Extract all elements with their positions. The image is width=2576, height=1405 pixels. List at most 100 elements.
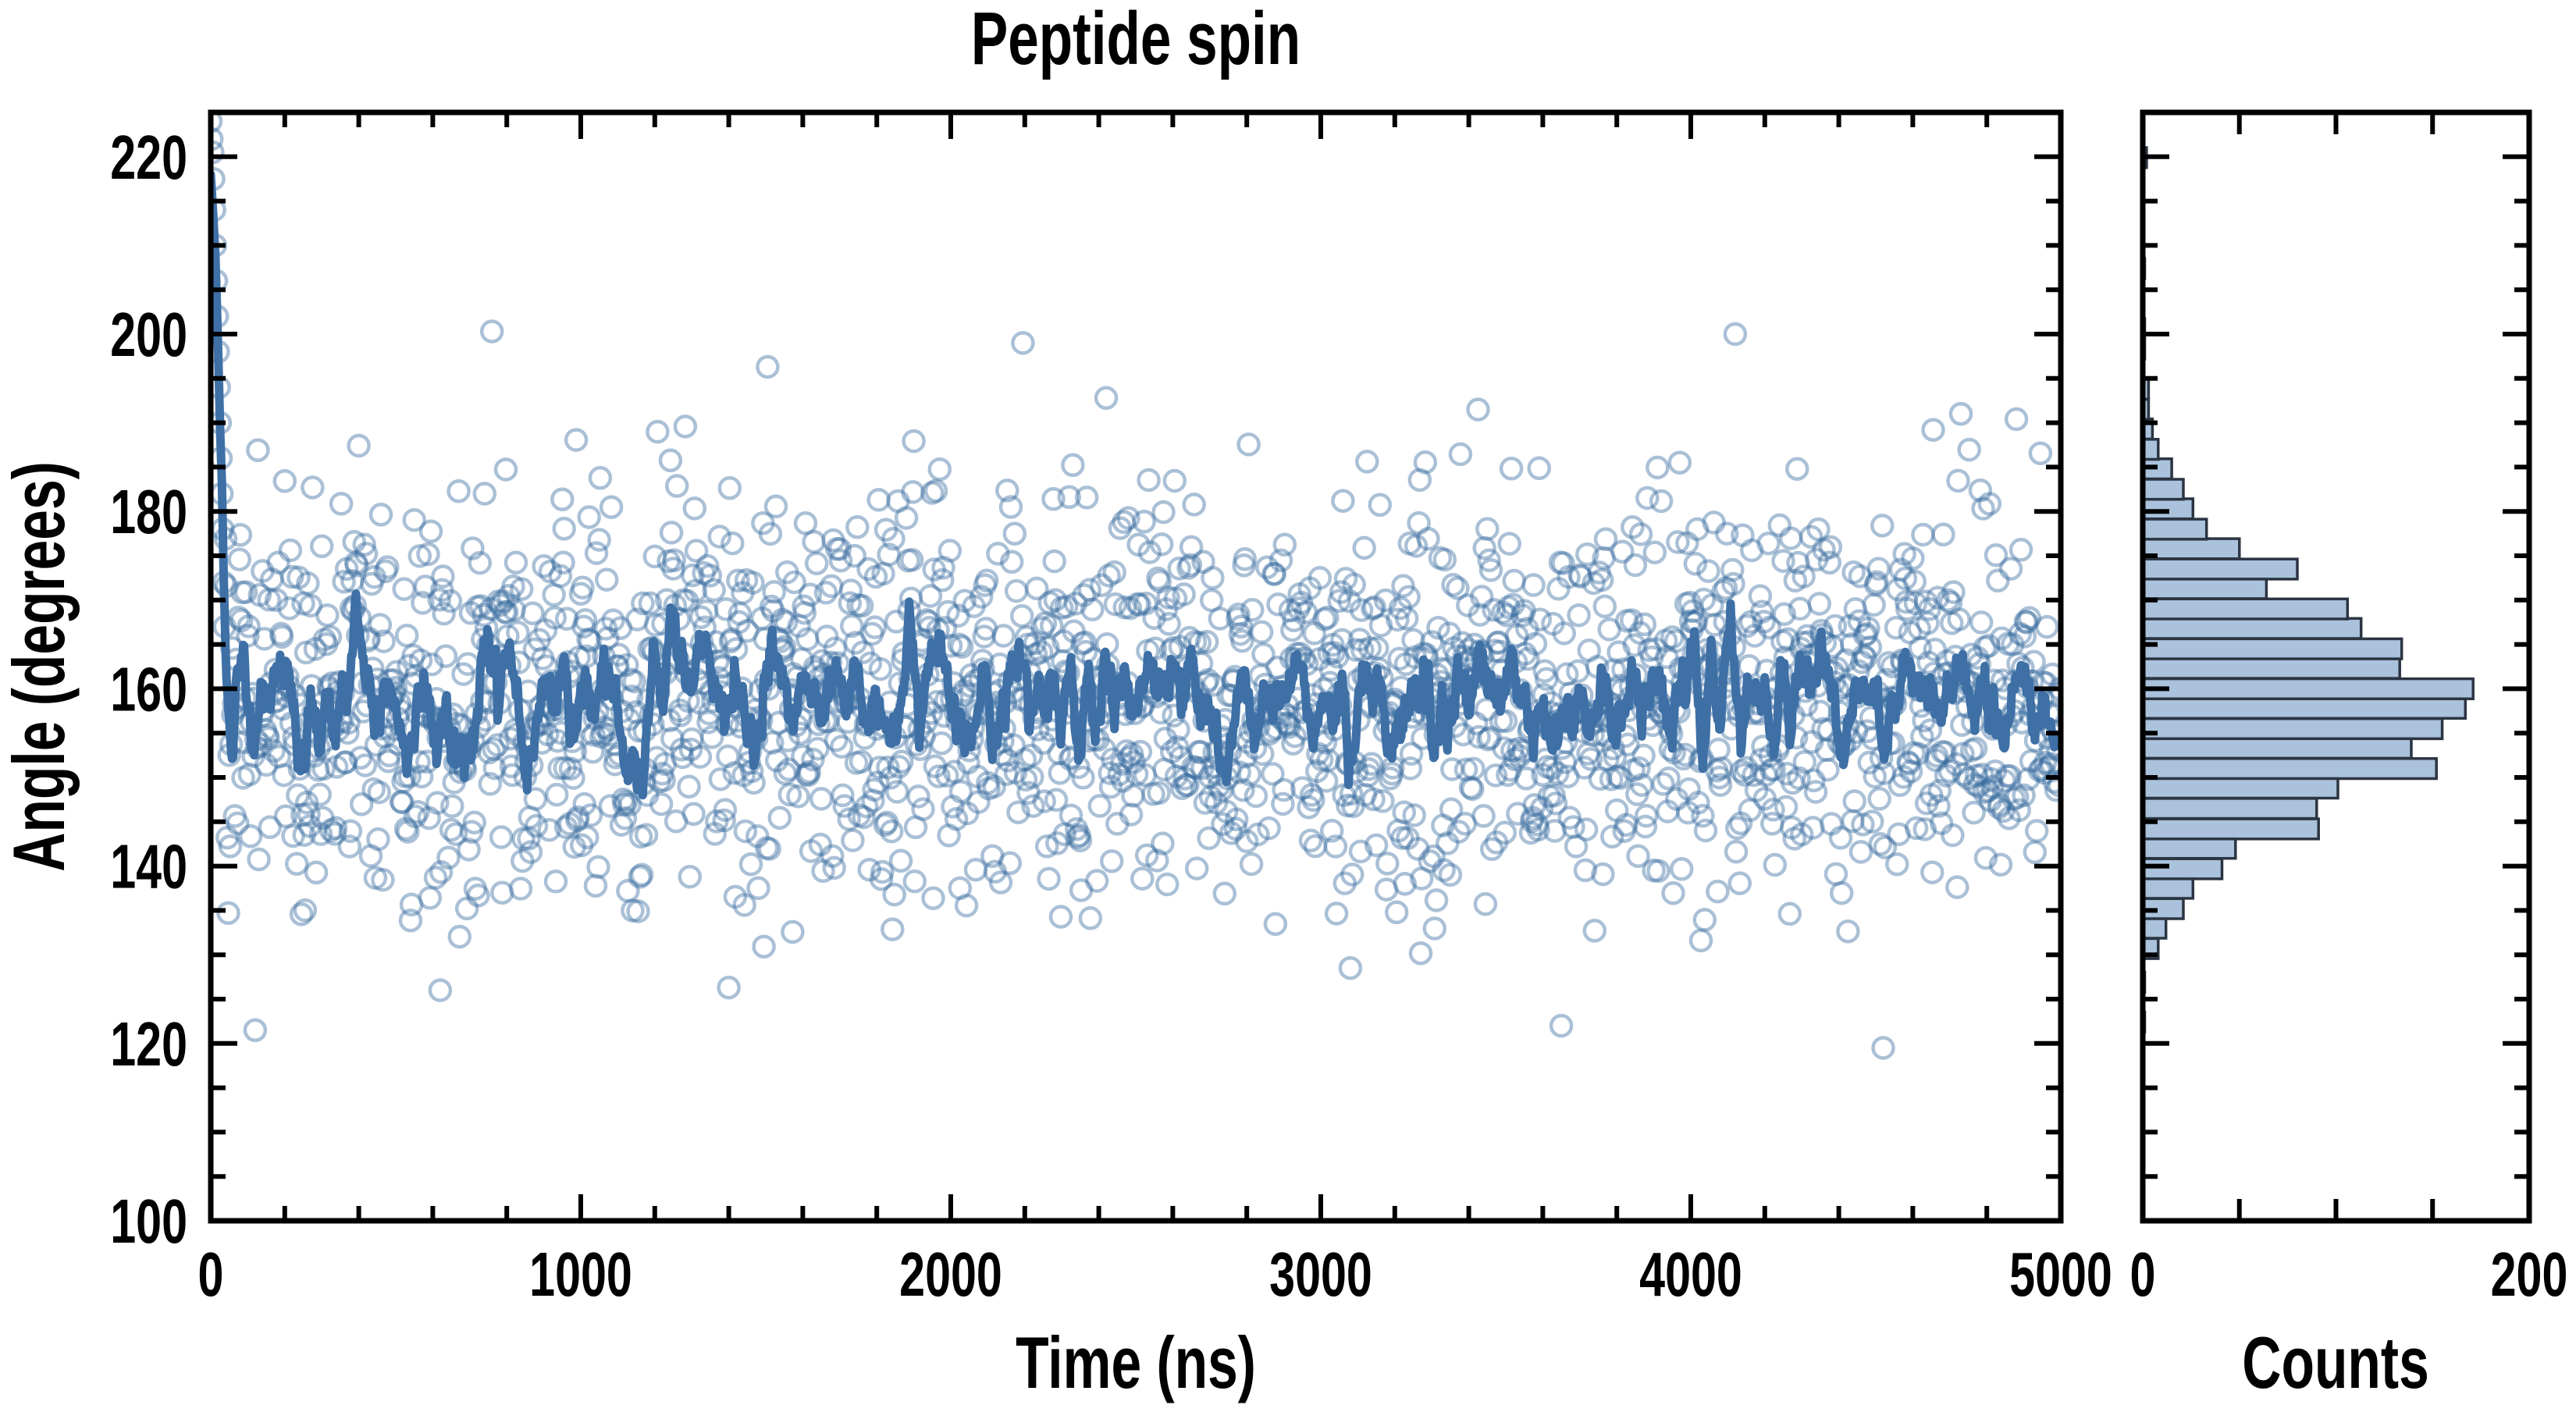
scatter-point: [1212, 881, 1237, 906]
scatter-point: [457, 838, 481, 862]
scatter-point: [845, 515, 870, 539]
scatter-point: [314, 631, 339, 656]
scatter-point: [664, 809, 688, 834]
scatter-point: [650, 761, 674, 786]
scatter-point: [903, 815, 928, 840]
scatter-point: [813, 581, 838, 605]
scatter-point: [882, 882, 906, 907]
scatter-point: [792, 594, 816, 618]
scatter-point: [280, 564, 304, 589]
tick-label: 4000: [1639, 1239, 1742, 1309]
scatter-point: [377, 743, 401, 768]
scatter-point: [303, 637, 328, 661]
scatter-point: [614, 790, 639, 814]
scatter-point: [352, 532, 376, 557]
scatter-point: [1727, 871, 1752, 895]
scatter-point: [264, 588, 289, 612]
scatter-point: [211, 112, 223, 133]
scatter-point: [1391, 574, 1415, 598]
scatter-point: [1209, 777, 1234, 802]
scatter-point: [1407, 510, 1431, 535]
scatter-point: [1251, 642, 1276, 667]
scatter-point: [1009, 603, 1034, 628]
scatter-point: [281, 823, 305, 848]
scatter-point: [532, 554, 556, 578]
scatter-point: [1263, 912, 1288, 937]
histogram-bar: [2143, 916, 2168, 940]
scatter-point: [311, 756, 336, 781]
scatter-point: [2004, 407, 2029, 432]
scatter-point: [966, 764, 990, 789]
scatter-point: [874, 810, 899, 835]
scatter-point: [839, 614, 864, 638]
scatter-point: [1120, 742, 1144, 767]
scatter-point: [948, 876, 973, 901]
scatter-point: [247, 847, 271, 872]
scatter-point: [1044, 788, 1069, 813]
scatter-point: [344, 553, 369, 578]
scatter-point: [599, 495, 624, 519]
scatter-point: [781, 919, 805, 944]
scatter-point: [886, 489, 910, 514]
scatter-point: [1386, 607, 1410, 632]
tick-label: 3000: [1269, 1239, 1372, 1309]
scatter-point: [1348, 839, 1373, 864]
scatter-point: [561, 766, 585, 790]
scatter-point: [1280, 617, 1304, 642]
scatter-point: [1172, 582, 1196, 606]
scatter-point: [1141, 782, 1165, 806]
scatter-point: [243, 1018, 268, 1043]
scatter-point: [977, 776, 1001, 801]
scatter-point: [647, 769, 671, 794]
histogram-bar: [2143, 637, 2403, 660]
scatter-point: [598, 794, 623, 818]
scatter-point: [363, 866, 388, 890]
scatter-point: [231, 766, 255, 790]
scatter-point: [976, 770, 1000, 795]
scatter-point: [1182, 493, 1206, 517]
scatter-point: [656, 549, 681, 574]
scatter-point: [413, 574, 438, 599]
scatter-point: [367, 780, 391, 805]
scatter-point: [1393, 652, 1418, 676]
scatter-point: [1777, 902, 1802, 927]
scatter-point: [746, 876, 770, 901]
scatter-point: [230, 580, 254, 605]
scatter-point: [533, 618, 558, 642]
scatter-point: [552, 517, 576, 541]
scatter-point: [856, 557, 881, 582]
scatter-point: [311, 806, 335, 831]
scatter-point: [762, 580, 786, 604]
scatter-point: [2034, 614, 2059, 639]
scatter-point: [942, 759, 966, 784]
scatter-point: [661, 557, 685, 581]
scatter-point: [1016, 781, 1041, 805]
scatter-point: [416, 542, 440, 567]
scatter-point: [794, 762, 819, 787]
scatter-point: [773, 761, 798, 786]
scatter-point: [1778, 526, 1803, 550]
scatter-point: [583, 873, 608, 898]
scatter-point: [741, 571, 765, 595]
scatter-point: [1201, 673, 1226, 697]
scatter-point: [1297, 576, 1322, 600]
scatter-point: [554, 606, 579, 631]
scatter-point: [829, 735, 854, 759]
scatter-point: [522, 637, 547, 662]
scatter-point: [278, 538, 303, 563]
scatter-point: [465, 595, 489, 619]
histogram-bar: [2143, 817, 2320, 841]
scatter-point: [682, 496, 707, 521]
scatter-point: [575, 825, 600, 849]
scatter-point: [1392, 800, 1416, 824]
scatter-point: [659, 521, 684, 545]
scatter-point: [1233, 745, 1258, 769]
scatter-point: [1179, 535, 1204, 560]
scatter-point: [1998, 557, 2023, 581]
scatter-point: [811, 859, 835, 884]
scatter-point: [738, 852, 763, 877]
scatter-point: [1329, 580, 1354, 604]
scatter-point: [963, 857, 988, 882]
scatter-point: [1116, 506, 1140, 530]
scatter-point: [1013, 767, 1038, 792]
